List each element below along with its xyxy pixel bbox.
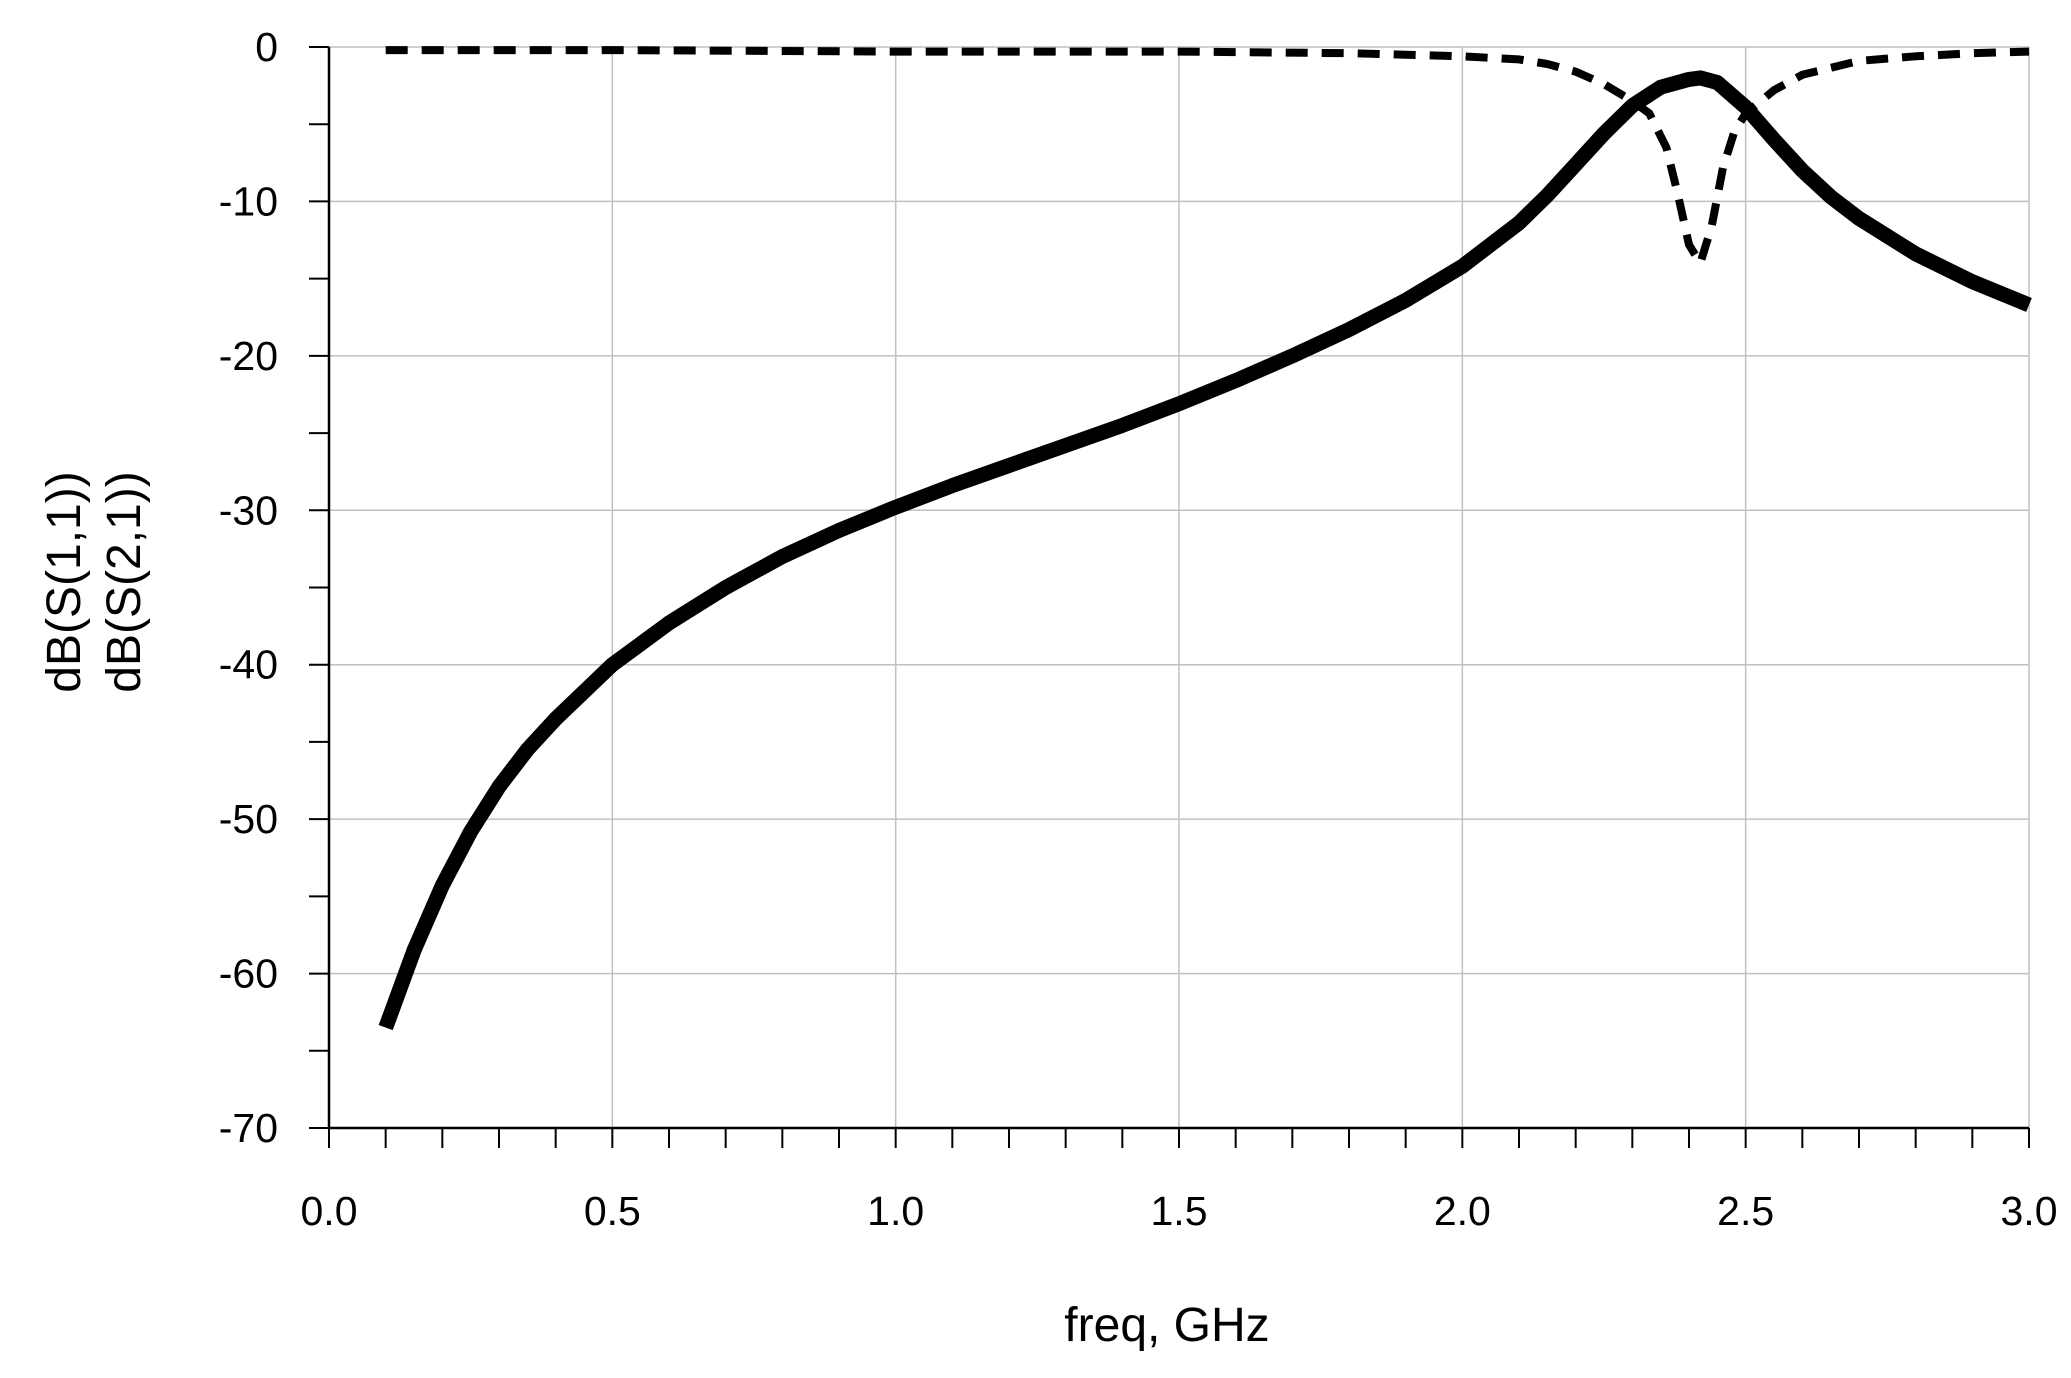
x-tick-label: 0.5 xyxy=(584,1188,641,1234)
x-tick-label: 1.5 xyxy=(1151,1188,1208,1234)
x-tick-labels: 0.0 0.5 1.0 1.5 2.0 2.5 3.0 xyxy=(301,1188,2058,1234)
x-tick-label: 0.0 xyxy=(301,1188,358,1234)
y-axis-title-group: dB(S(1,1)) dB(S(2,1)) xyxy=(38,471,151,692)
y-tick-label: -10 xyxy=(219,178,278,224)
x-tick-label: 2.5 xyxy=(1717,1188,1774,1234)
y-tick-labels: 0 -10 -20 -30 -40 -50 -60 -70 xyxy=(219,24,278,1151)
grid-lines xyxy=(328,46,2030,1129)
series-line-2-dashed xyxy=(385,46,2030,268)
y-tick-label: 0 xyxy=(255,24,278,70)
y-tick-label: -20 xyxy=(219,333,278,379)
series-lines xyxy=(378,46,2032,1031)
minor-ticks xyxy=(309,46,2030,1148)
y-tick-label: -60 xyxy=(219,951,278,997)
y-axis-title-line-1: dB(S(1,1)) xyxy=(38,471,91,692)
x-tick-label: 1.0 xyxy=(867,1188,924,1234)
plot-frame xyxy=(327,47,2029,1130)
x-tick-label: 3.0 xyxy=(2001,1188,2058,1234)
y-tick-label: -70 xyxy=(219,1105,278,1151)
y-tick-label: -40 xyxy=(219,642,278,688)
y-tick-label: -30 xyxy=(219,487,278,533)
x-tick-label: 2.0 xyxy=(1434,1188,1491,1234)
series-line-1-solid xyxy=(378,70,2032,1031)
y-axis-title-line-2: dB(S(2,1)) xyxy=(98,471,151,692)
x-axis-title: freq, GHz xyxy=(1064,1299,1269,1352)
y-tick-label: -50 xyxy=(219,796,278,842)
